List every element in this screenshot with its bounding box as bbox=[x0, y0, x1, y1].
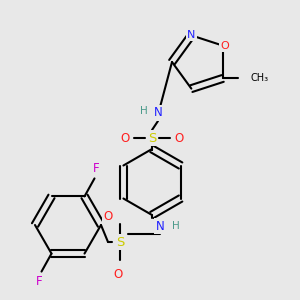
Text: CH₃: CH₃ bbox=[251, 74, 269, 83]
Text: O: O bbox=[174, 131, 184, 145]
Text: H: H bbox=[172, 221, 180, 231]
Text: O: O bbox=[120, 131, 130, 145]
Text: O: O bbox=[113, 268, 123, 281]
Text: N: N bbox=[187, 30, 196, 40]
Text: S: S bbox=[148, 131, 156, 145]
Text: F: F bbox=[93, 162, 100, 175]
Text: N: N bbox=[154, 106, 162, 119]
Text: H: H bbox=[140, 106, 148, 116]
Text: N: N bbox=[156, 220, 164, 232]
Text: O: O bbox=[220, 40, 229, 50]
Text: S: S bbox=[116, 236, 124, 248]
Text: O: O bbox=[103, 211, 112, 224]
Text: F: F bbox=[36, 275, 43, 288]
